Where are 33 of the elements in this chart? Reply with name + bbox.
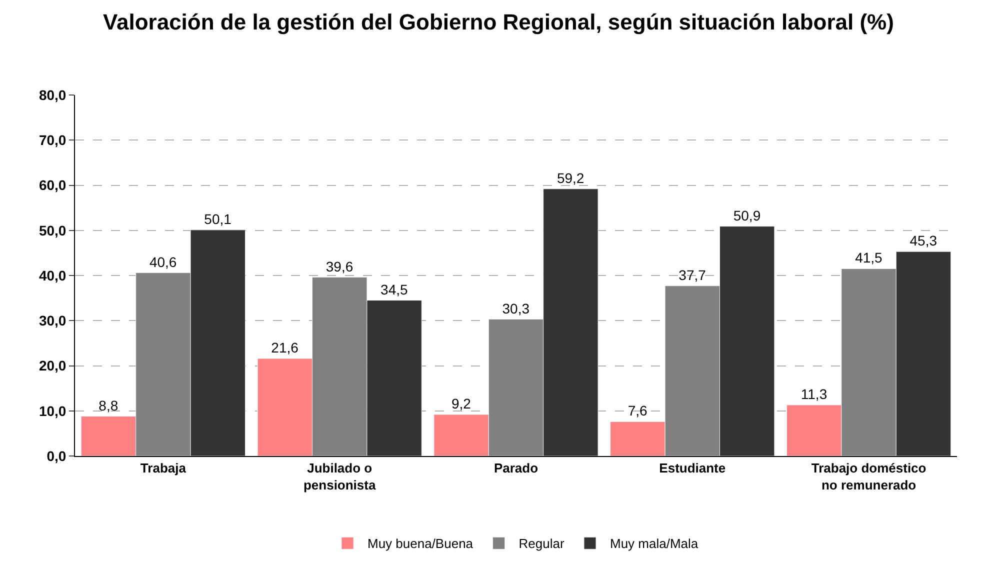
- data-label: 30,3: [502, 300, 530, 316]
- data-label: 9,2: [451, 395, 472, 412]
- data-label: 37,7: [678, 266, 706, 283]
- y-tick-label: 50,0: [38, 222, 66, 238]
- data-label: 41,5: [855, 250, 883, 266]
- x-tick-label: Estudiante: [659, 460, 726, 476]
- y-tick-label: 60,0: [38, 177, 66, 194]
- data-label: 34,5: [380, 281, 408, 298]
- y-tick-label: 40,0: [38, 267, 66, 284]
- data-label: 39,6: [326, 258, 354, 274]
- data-label: 50,9: [733, 207, 761, 224]
- x-tick-label: Jubilado o pensionista: [303, 460, 376, 492]
- data-label: 21,6: [271, 340, 299, 356]
- data-label: 11,3: [800, 386, 828, 402]
- x-tick-label: Trabaja: [140, 460, 187, 476]
- legend-label: Muy buena/Buena: [368, 536, 474, 552]
- data-label: 50,1: [204, 210, 232, 227]
- data-label: 59,2: [556, 170, 584, 186]
- data-label: 8,8: [98, 397, 118, 414]
- y-tick-label: 0,0: [46, 448, 66, 464]
- legend-label: Muy mala/Mala: [610, 536, 699, 552]
- y-tick-label: 10,0: [38, 402, 66, 419]
- data-label: 7,6: [628, 402, 648, 419]
- y-tick-label: 70,0: [38, 132, 66, 148]
- y-tick-label: 30,0: [38, 312, 66, 329]
- x-tick-label: Parado: [494, 460, 538, 476]
- data-label: 45,3: [910, 232, 938, 249]
- chart-title: Valoración de la gestión del Gobierno Regional, según situación laboral (%): [103, 10, 894, 35]
- y-tick-label: 80,0: [38, 86, 66, 103]
- x-tick-label: Trabajo doméstico no remunerado: [811, 460, 926, 492]
- legend-label: Regular: [518, 536, 565, 552]
- y-tick-label: 20,0: [38, 358, 66, 374]
- data-label: 40,6: [149, 254, 177, 270]
